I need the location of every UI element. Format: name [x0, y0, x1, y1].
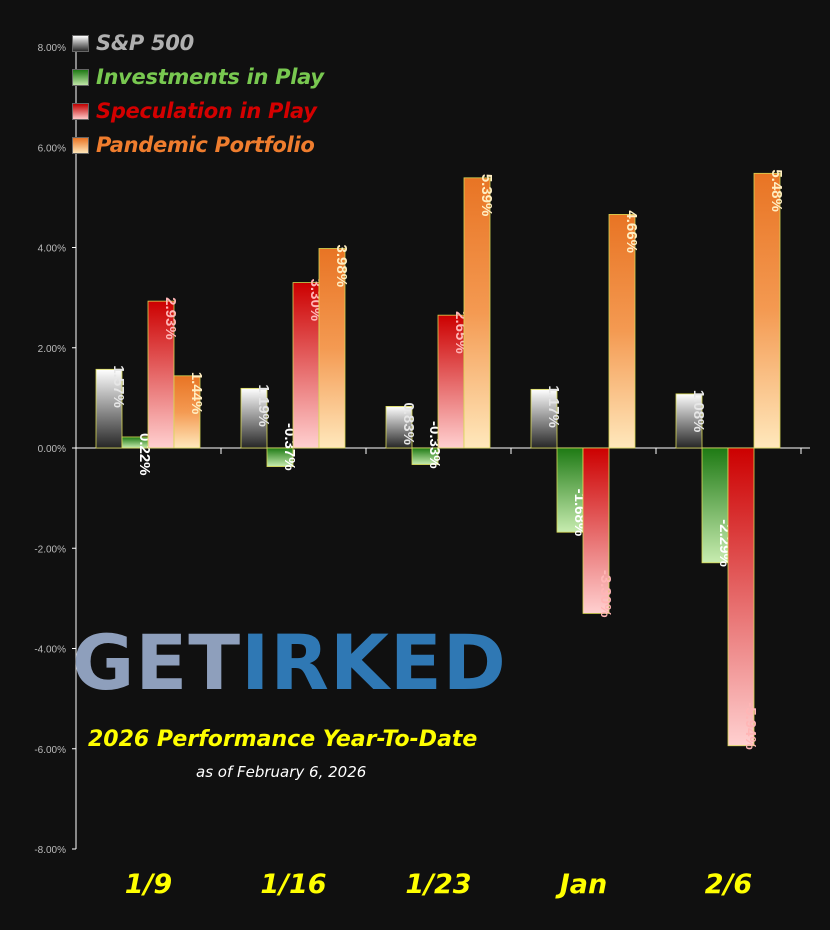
y-tick-label: 2.00%	[38, 344, 66, 355]
chart-subtitle: as of February 6, 2026	[196, 763, 367, 781]
bar-value-label: 5.39%	[478, 174, 495, 217]
y-tick-label: -4.00%	[34, 645, 66, 656]
bar	[675, 393, 703, 449]
bar-value-label: 1.17%	[545, 385, 562, 428]
x-category-label: 2/6	[705, 869, 752, 900]
bar	[463, 177, 491, 449]
bar-value-label: 0.83%	[400, 402, 417, 445]
bar-value-label: 1.44%	[188, 372, 205, 415]
legend-swatch-sp500	[72, 34, 89, 52]
legend-swatch-investments	[72, 68, 89, 86]
bar	[753, 172, 781, 449]
legend-label-pandemic: Pandemic Portfolio	[96, 133, 315, 157]
bar	[727, 447, 755, 747]
logo-text-irked: IRKED	[241, 618, 507, 707]
legend-item-pandemic: Pandemic Portfolio	[72, 128, 324, 162]
legend-swatch-pandemic	[72, 136, 89, 154]
y-tick-label: -2.00%	[34, 544, 66, 555]
bar	[411, 447, 439, 465]
chart-legend: S&P 500 Investments in Play Speculation …	[72, 26, 324, 162]
y-tick-label: 8.00%	[38, 43, 66, 54]
y-tick-label: 6.00%	[38, 143, 66, 154]
bar	[147, 300, 175, 449]
logo-text-get: GET	[72, 618, 242, 707]
chart-title: 2026 Performance Year-To-Date	[88, 727, 478, 752]
bar	[556, 447, 584, 533]
bar-value-label: -5.94%	[742, 702, 759, 750]
bar	[608, 214, 636, 449]
y-tick-label: 4.00%	[38, 244, 66, 255]
legend-item-investments: Investments in Play	[72, 60, 324, 94]
bar	[437, 314, 465, 449]
bar	[266, 447, 294, 467]
y-tick-label: 0.00%	[38, 444, 66, 455]
legend-item-sp500: S&P 500	[72, 26, 324, 60]
y-tick-label: -8.00%	[34, 845, 66, 856]
legend-label-investments: Investments in Play	[96, 65, 324, 89]
bar-value-label: 1.57%	[110, 365, 127, 408]
bar-value-label: 3.98%	[333, 245, 350, 288]
x-category-label: 1/23	[405, 869, 471, 900]
bar	[385, 405, 413, 449]
y-tick-label: -6.00%	[34, 745, 66, 756]
bar	[701, 447, 729, 564]
getirked-logo: GETIRKED	[72, 608, 506, 718]
bar-value-label: -3.30%	[597, 570, 614, 618]
bar-value-label: 1.08%	[690, 390, 707, 433]
legend-label-speculation: Speculation in Play	[96, 99, 317, 123]
bar-value-label: 4.66%	[623, 210, 640, 253]
bar-value-label: 5.48%	[768, 169, 785, 212]
bar	[95, 368, 123, 449]
legend-item-speculation: Speculation in Play	[72, 94, 324, 128]
x-category-label: Jan	[555, 869, 608, 900]
x-category-label: 1/9	[125, 869, 172, 900]
legend-label-sp500: S&P 500	[96, 31, 194, 55]
bar	[582, 447, 610, 614]
bar-value-label: 2.93%	[162, 297, 179, 340]
bar	[318, 248, 346, 449]
legend-swatch-speculation	[72, 102, 89, 120]
x-category-label: 1/16	[260, 869, 326, 900]
bar	[173, 375, 201, 449]
bar	[530, 388, 558, 449]
bar-value-label: 1.19%	[255, 384, 272, 427]
bar	[240, 387, 268, 449]
